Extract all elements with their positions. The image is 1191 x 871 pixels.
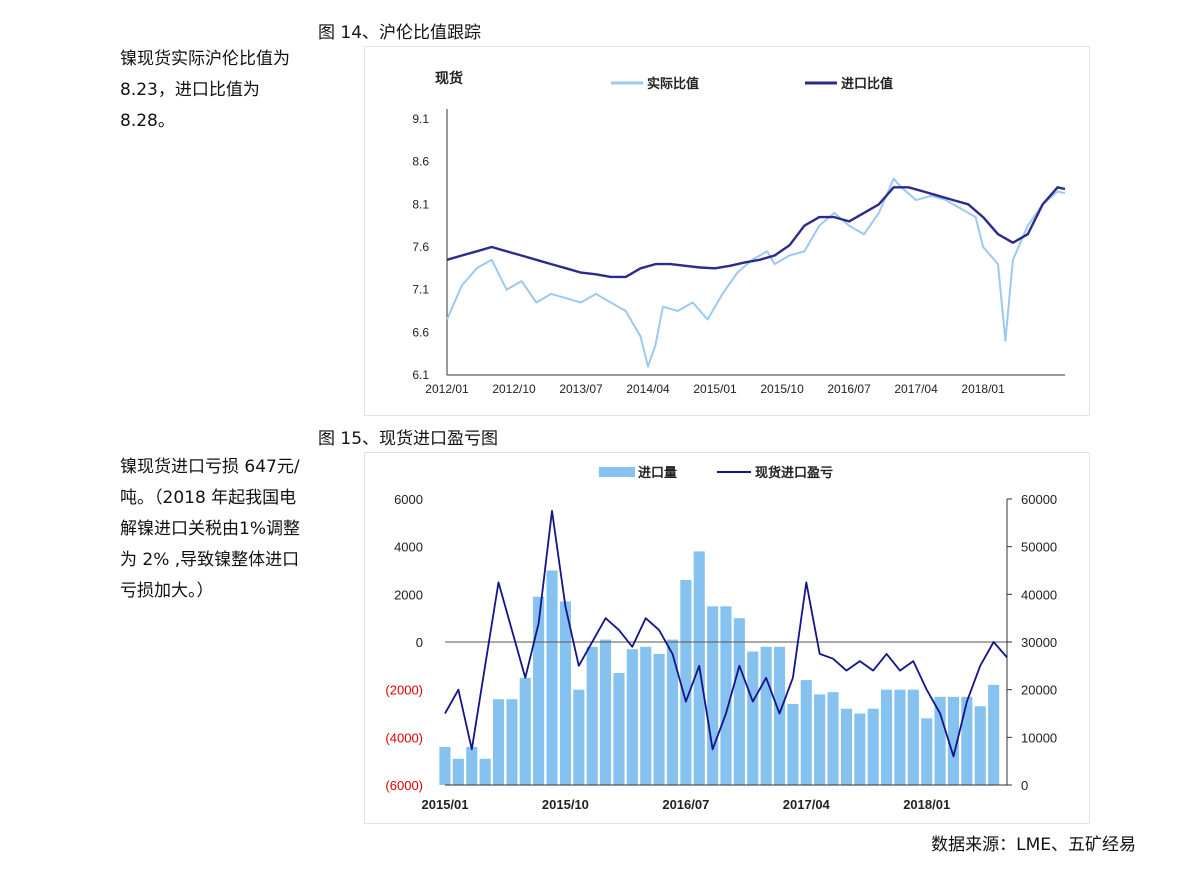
data-source: 数据来源：LME、五矿经易 <box>931 835 1136 855</box>
import-volume-bar <box>506 699 518 785</box>
import-volume-bar <box>653 653 665 785</box>
import-volume-bar <box>894 689 906 785</box>
left-y-tick-label: (6000) <box>385 778 423 793</box>
import-volume-bar <box>840 708 852 785</box>
x-tick-label: 2015/10 <box>542 797 589 812</box>
y-tick-label: 7.6 <box>412 240 429 254</box>
y-axis-label: 现货 <box>435 70 463 86</box>
import-volume-bar <box>640 646 652 785</box>
legend-label-1: 实际比值 <box>647 76 699 91</box>
y-tick-label: 9.1 <box>412 112 429 126</box>
series-line-1 <box>446 177 1066 368</box>
import-volume-bar <box>720 606 732 786</box>
x-tick-label: 2013/07 <box>559 382 603 396</box>
right-y-tick-label: 30000 <box>1021 635 1057 650</box>
left-y-tick-label: (2000) <box>385 683 423 698</box>
right-y-tick-label: 0 <box>1021 778 1028 793</box>
note-import-loss: 镍现货进口亏损 647元/吨。（2018 年起我国电解镍进口关税由1%调整为 2… <box>120 457 300 601</box>
import-volume-bar <box>814 694 826 785</box>
import-volume-bar <box>907 689 919 785</box>
right-y-tick-label: 50000 <box>1021 540 1057 555</box>
import-volume-bar <box>680 580 692 785</box>
left-y-tick-label: 4000 <box>394 540 423 555</box>
x-tick-label: 2017/04 <box>894 382 938 396</box>
import-volume-bar <box>988 684 1000 785</box>
right-y-tick-label: 40000 <box>1021 587 1057 602</box>
import-volume-bar <box>533 596 545 785</box>
x-tick-label: 2012/01 <box>425 382 469 396</box>
import-volume-bar <box>573 689 585 785</box>
import-volume-bar <box>881 689 893 785</box>
import-chart-panel: 进口量 现货进口盈亏 6000 4000 2000 0 (2000) (4000) (6000)… <box>364 452 1090 824</box>
y-tick-label: 6.1 <box>412 368 429 382</box>
x-tick-label: 2014/04 <box>626 382 670 396</box>
y-tick-label: 6.6 <box>412 325 429 339</box>
legend-label-bars: 进口量 <box>638 465 677 480</box>
x-tick-label: 2016/07 <box>827 382 871 396</box>
right-y-tick-label: 60000 <box>1021 492 1057 507</box>
left-y-tick-label: 2000 <box>394 587 423 602</box>
import-volume-bar <box>493 699 505 785</box>
import-volume-bar <box>559 601 571 785</box>
figure-15-title: 图 15、现货进口盈亏图 <box>318 429 499 449</box>
figure-14-title: 图 14、沪伦比值跟踪 <box>318 23 482 43</box>
import-volume-bar <box>947 696 959 785</box>
import-volume-bar <box>586 646 598 785</box>
import-volume-bar <box>774 646 786 785</box>
import-volume-bar <box>439 746 451 785</box>
import-volume-bar <box>707 606 719 786</box>
import-volume-bar <box>600 639 612 785</box>
right-y-tick-label: 10000 <box>1021 730 1057 745</box>
ratio-chart-panel: 现货 实际比值 进口比值 9.1 8.6 8.1 7.6 7.1 6.6 6.1 2012/01 20… <box>364 46 1090 416</box>
right-y-tick-label: 20000 <box>1021 683 1057 698</box>
import-volume-bar <box>961 696 973 785</box>
import-volume-bar <box>626 649 638 785</box>
import-chart: 进口量 现货进口盈亏6000400020000(2000)(4000)(6000)… <box>385 465 1057 812</box>
profit-loss-line <box>444 510 1008 758</box>
x-tick-label: 2015/01 <box>422 797 469 812</box>
x-tick-label: 2012/10 <box>492 382 536 396</box>
import-volume-bar <box>666 639 678 785</box>
legend-swatch-bars <box>599 467 635 477</box>
import-volume-bar <box>867 708 879 785</box>
import-volume-bar <box>519 677 531 786</box>
left-y-tick-label: 0 <box>416 635 423 650</box>
x-tick-label: 2015/10 <box>760 382 804 396</box>
import-volume-bar <box>974 706 986 785</box>
x-tick-label: 2018/01 <box>903 797 950 812</box>
y-tick-label: 8.1 <box>412 197 429 211</box>
import-volume-bar <box>747 651 759 785</box>
x-tick-label: 2015/01 <box>693 382 737 396</box>
import-volume-bar <box>854 713 866 785</box>
import-volume-bar <box>452 758 464 785</box>
import-volume-bar <box>921 718 933 785</box>
import-volume-bar <box>800 680 812 785</box>
note-ratio: 镍现货实际沪伦比值为 8.23，进口比值为 8.28。 <box>120 49 290 131</box>
import-volume-bar <box>934 696 946 785</box>
left-y-tick-label: (4000) <box>385 730 423 745</box>
legend-label-line: 现货进口盈亏 <box>755 465 833 480</box>
import-volume-bar <box>613 673 625 785</box>
series-line-2 <box>446 186 1066 279</box>
y-tick-label: 7.1 <box>412 283 429 297</box>
y-tick-label: 8.6 <box>412 155 429 169</box>
import-volume-bar <box>546 570 558 785</box>
import-volume-bar <box>760 646 772 785</box>
left-y-tick-label: 6000 <box>394 492 423 507</box>
x-tick-label: 2018/01 <box>961 382 1005 396</box>
x-tick-label: 2017/04 <box>783 797 831 812</box>
import-volume-bar <box>827 692 839 785</box>
import-volume-bar <box>733 618 745 785</box>
import-volume-bar <box>466 746 478 785</box>
import-volume-bar <box>787 704 799 785</box>
x-tick-label: 2016/07 <box>662 797 709 812</box>
legend-label-2: 进口比值 <box>841 76 893 91</box>
import-volume-bar <box>479 758 491 785</box>
